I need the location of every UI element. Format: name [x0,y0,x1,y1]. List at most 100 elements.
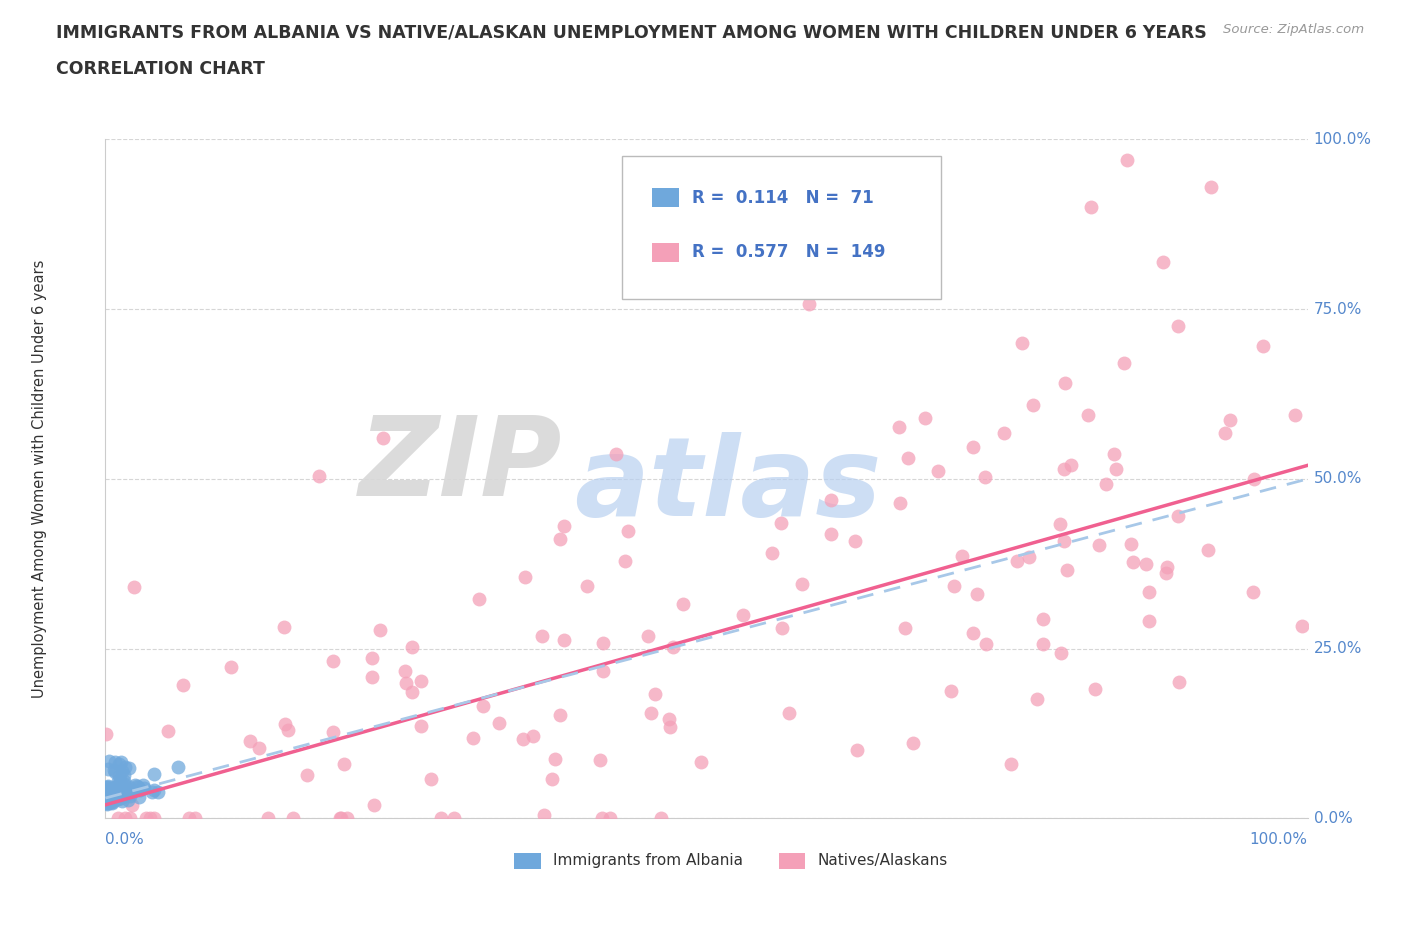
Point [166,760,188,775]
Point [114,760,136,775]
Point [672,596,695,611]
Point [461,731,484,746]
Point [966,587,988,602]
Point [117,792,139,807]
Point [1137,584,1160,599]
Point [876,214,898,229]
Point [976,636,998,651]
Point [901,736,924,751]
Point [658,720,681,735]
Point [658,711,681,726]
Point [94,795,117,810]
Point [103,780,125,795]
Point [962,440,984,455]
Point [395,675,418,690]
Point [614,553,637,568]
Point [115,782,138,797]
Point [103,755,125,770]
Point [1112,355,1135,370]
Point [97,787,120,802]
Point [1284,408,1306,423]
Point [274,716,297,731]
Point [409,673,432,688]
Point [121,783,143,798]
Point [488,715,510,730]
Point [942,578,965,593]
Point [104,764,127,779]
Point [894,620,917,635]
Bar [652,243,679,261]
Point [512,732,534,747]
Point [256,811,278,826]
Point [157,724,180,738]
Text: Unemployment Among Women with Children Under 6 years: Unemployment Among Women with Children U… [32,259,46,698]
Point [1168,674,1191,689]
Point [761,546,783,561]
Point [110,774,132,789]
Point [797,297,820,312]
Text: Source: ZipAtlas.com: Source: ZipAtlas.com [1223,23,1364,36]
Point [553,632,575,647]
FancyBboxPatch shape [623,156,941,299]
Point [129,782,152,797]
Point [973,470,995,485]
Point [112,789,135,804]
Point [650,811,672,826]
Text: R =  0.114   N =  71: R = 0.114 N = 71 [692,189,875,206]
Point [962,625,984,640]
Point [118,785,141,800]
Point [96,783,118,798]
Point [100,780,122,795]
Point [472,698,495,713]
Point [1053,534,1076,549]
Text: 75.0%: 75.0% [1313,301,1362,317]
Point [100,790,122,805]
Point [576,578,599,593]
Point [939,684,962,698]
Point [112,777,135,791]
Point [103,763,125,777]
Point [98,782,121,797]
Point [1135,557,1157,572]
Point [96,790,118,805]
Point [430,811,453,826]
Point [110,790,132,805]
Point [96,790,118,804]
Point [112,785,135,800]
Point [112,774,135,789]
Point [401,684,423,699]
Point [1291,619,1313,634]
Point [592,635,614,650]
Text: IMMIGRANTS FROM ALBANIA VS NATIVE/ALASKAN UNEMPLOYMENT AMONG WOMEN WITH CHILDREN: IMMIGRANTS FROM ALBANIA VS NATIVE/ALASKA… [56,23,1206,41]
Point [950,549,973,564]
Point [820,526,842,541]
Point [122,580,145,595]
Point [322,724,344,739]
Text: 0.0%: 0.0% [105,832,145,847]
Point [1121,537,1143,551]
Point [409,719,432,734]
Point [111,794,134,809]
Point [1080,200,1102,215]
Point [104,786,127,801]
Point [239,734,262,749]
Text: 100.0%: 100.0% [1250,832,1308,847]
Point [1105,461,1128,476]
Point [107,768,129,783]
Point [295,767,318,782]
Point [330,811,353,826]
Point [1000,756,1022,771]
Point [143,811,166,826]
Text: atlas: atlas [574,432,882,539]
Point [120,789,142,804]
Point [118,779,141,794]
Point [927,464,949,479]
Point [1022,397,1045,412]
Point [98,753,121,768]
Point [540,772,562,787]
Point [118,787,141,802]
Point [114,783,136,798]
Point [127,779,149,794]
Point [104,791,127,806]
Point [844,534,866,549]
